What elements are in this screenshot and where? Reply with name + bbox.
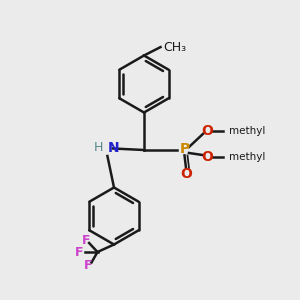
Text: methyl: methyl	[229, 126, 265, 136]
Text: P: P	[179, 142, 190, 156]
Text: H: H	[94, 141, 104, 154]
Text: O: O	[202, 150, 214, 164]
Text: CH₃: CH₃	[163, 40, 186, 54]
Text: methyl: methyl	[229, 152, 265, 162]
Text: O: O	[180, 167, 192, 181]
Text: O: O	[202, 124, 214, 138]
Text: F: F	[75, 245, 84, 259]
Text: F: F	[84, 259, 93, 272]
Text: F: F	[82, 234, 90, 247]
Text: N: N	[107, 141, 119, 155]
